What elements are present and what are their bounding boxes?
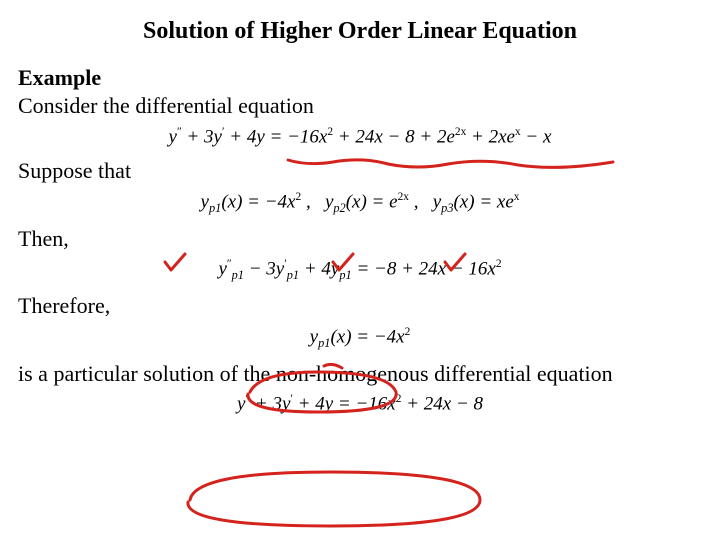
equation-2: yp1(x) = −4x2 , yp2(x) = e2x , yp3(x) = … [18,191,702,216]
therefore-text: Therefore, [18,293,702,319]
intro-text: Consider the differential equation [18,93,702,119]
example-label: Example [18,65,702,91]
then-text: Then, [18,226,702,252]
equation-4: yp1(x) = −4x2 [18,326,702,351]
ellipse-icon [188,472,480,526]
page-title: Solution of Higher Order Linear Equation [78,18,642,45]
closing-text: is a particular solution of the non-homo… [18,361,702,387]
suppose-text: Suppose that [18,158,702,184]
equation-3: y″p1 − 3y′p1 + 4yp1 = −8 + 24x − 16x2 [18,258,702,283]
equation-1: y″ + 3y′ + 4y = −16x2 + 24x − 8 + 2e2x +… [18,126,702,148]
equation-5: y″ + 3y′ + 4y = −16x2 + 24x − 8 [18,393,702,415]
